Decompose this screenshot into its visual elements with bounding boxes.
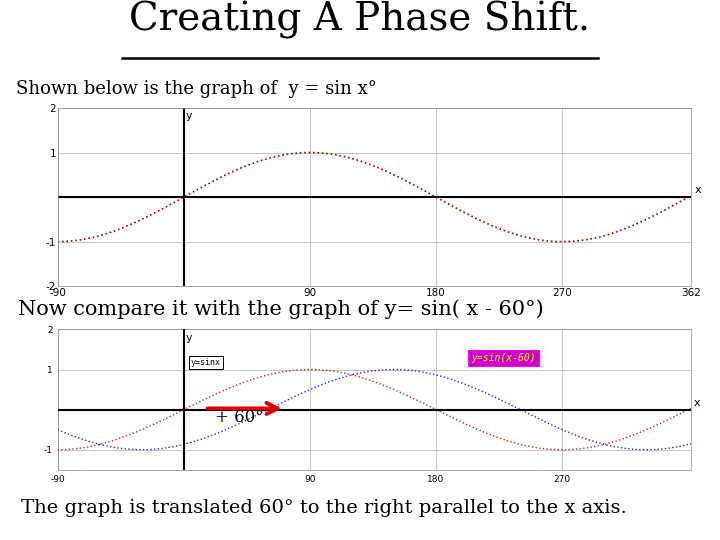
Text: The graph is translated 60° to the right parallel to the x axis.: The graph is translated 60° to the right… xyxy=(21,498,627,517)
Text: y=sin(x-60): y=sin(x-60) xyxy=(471,353,536,363)
Text: y: y xyxy=(186,333,192,343)
Text: y: y xyxy=(186,111,192,120)
Text: + 60°: + 60° xyxy=(215,409,264,427)
Text: Now compare it with the graph of y= sin( x - 60°): Now compare it with the graph of y= sin(… xyxy=(18,299,544,319)
Text: y=sinx: y=sinx xyxy=(191,357,221,367)
Text: x: x xyxy=(695,185,702,195)
Text: Shown below is the graph of  y = sin x°: Shown below is the graph of y = sin x° xyxy=(17,80,377,98)
Text: Creating A Phase Shift.: Creating A Phase Shift. xyxy=(130,1,590,39)
Text: x: x xyxy=(694,399,701,408)
